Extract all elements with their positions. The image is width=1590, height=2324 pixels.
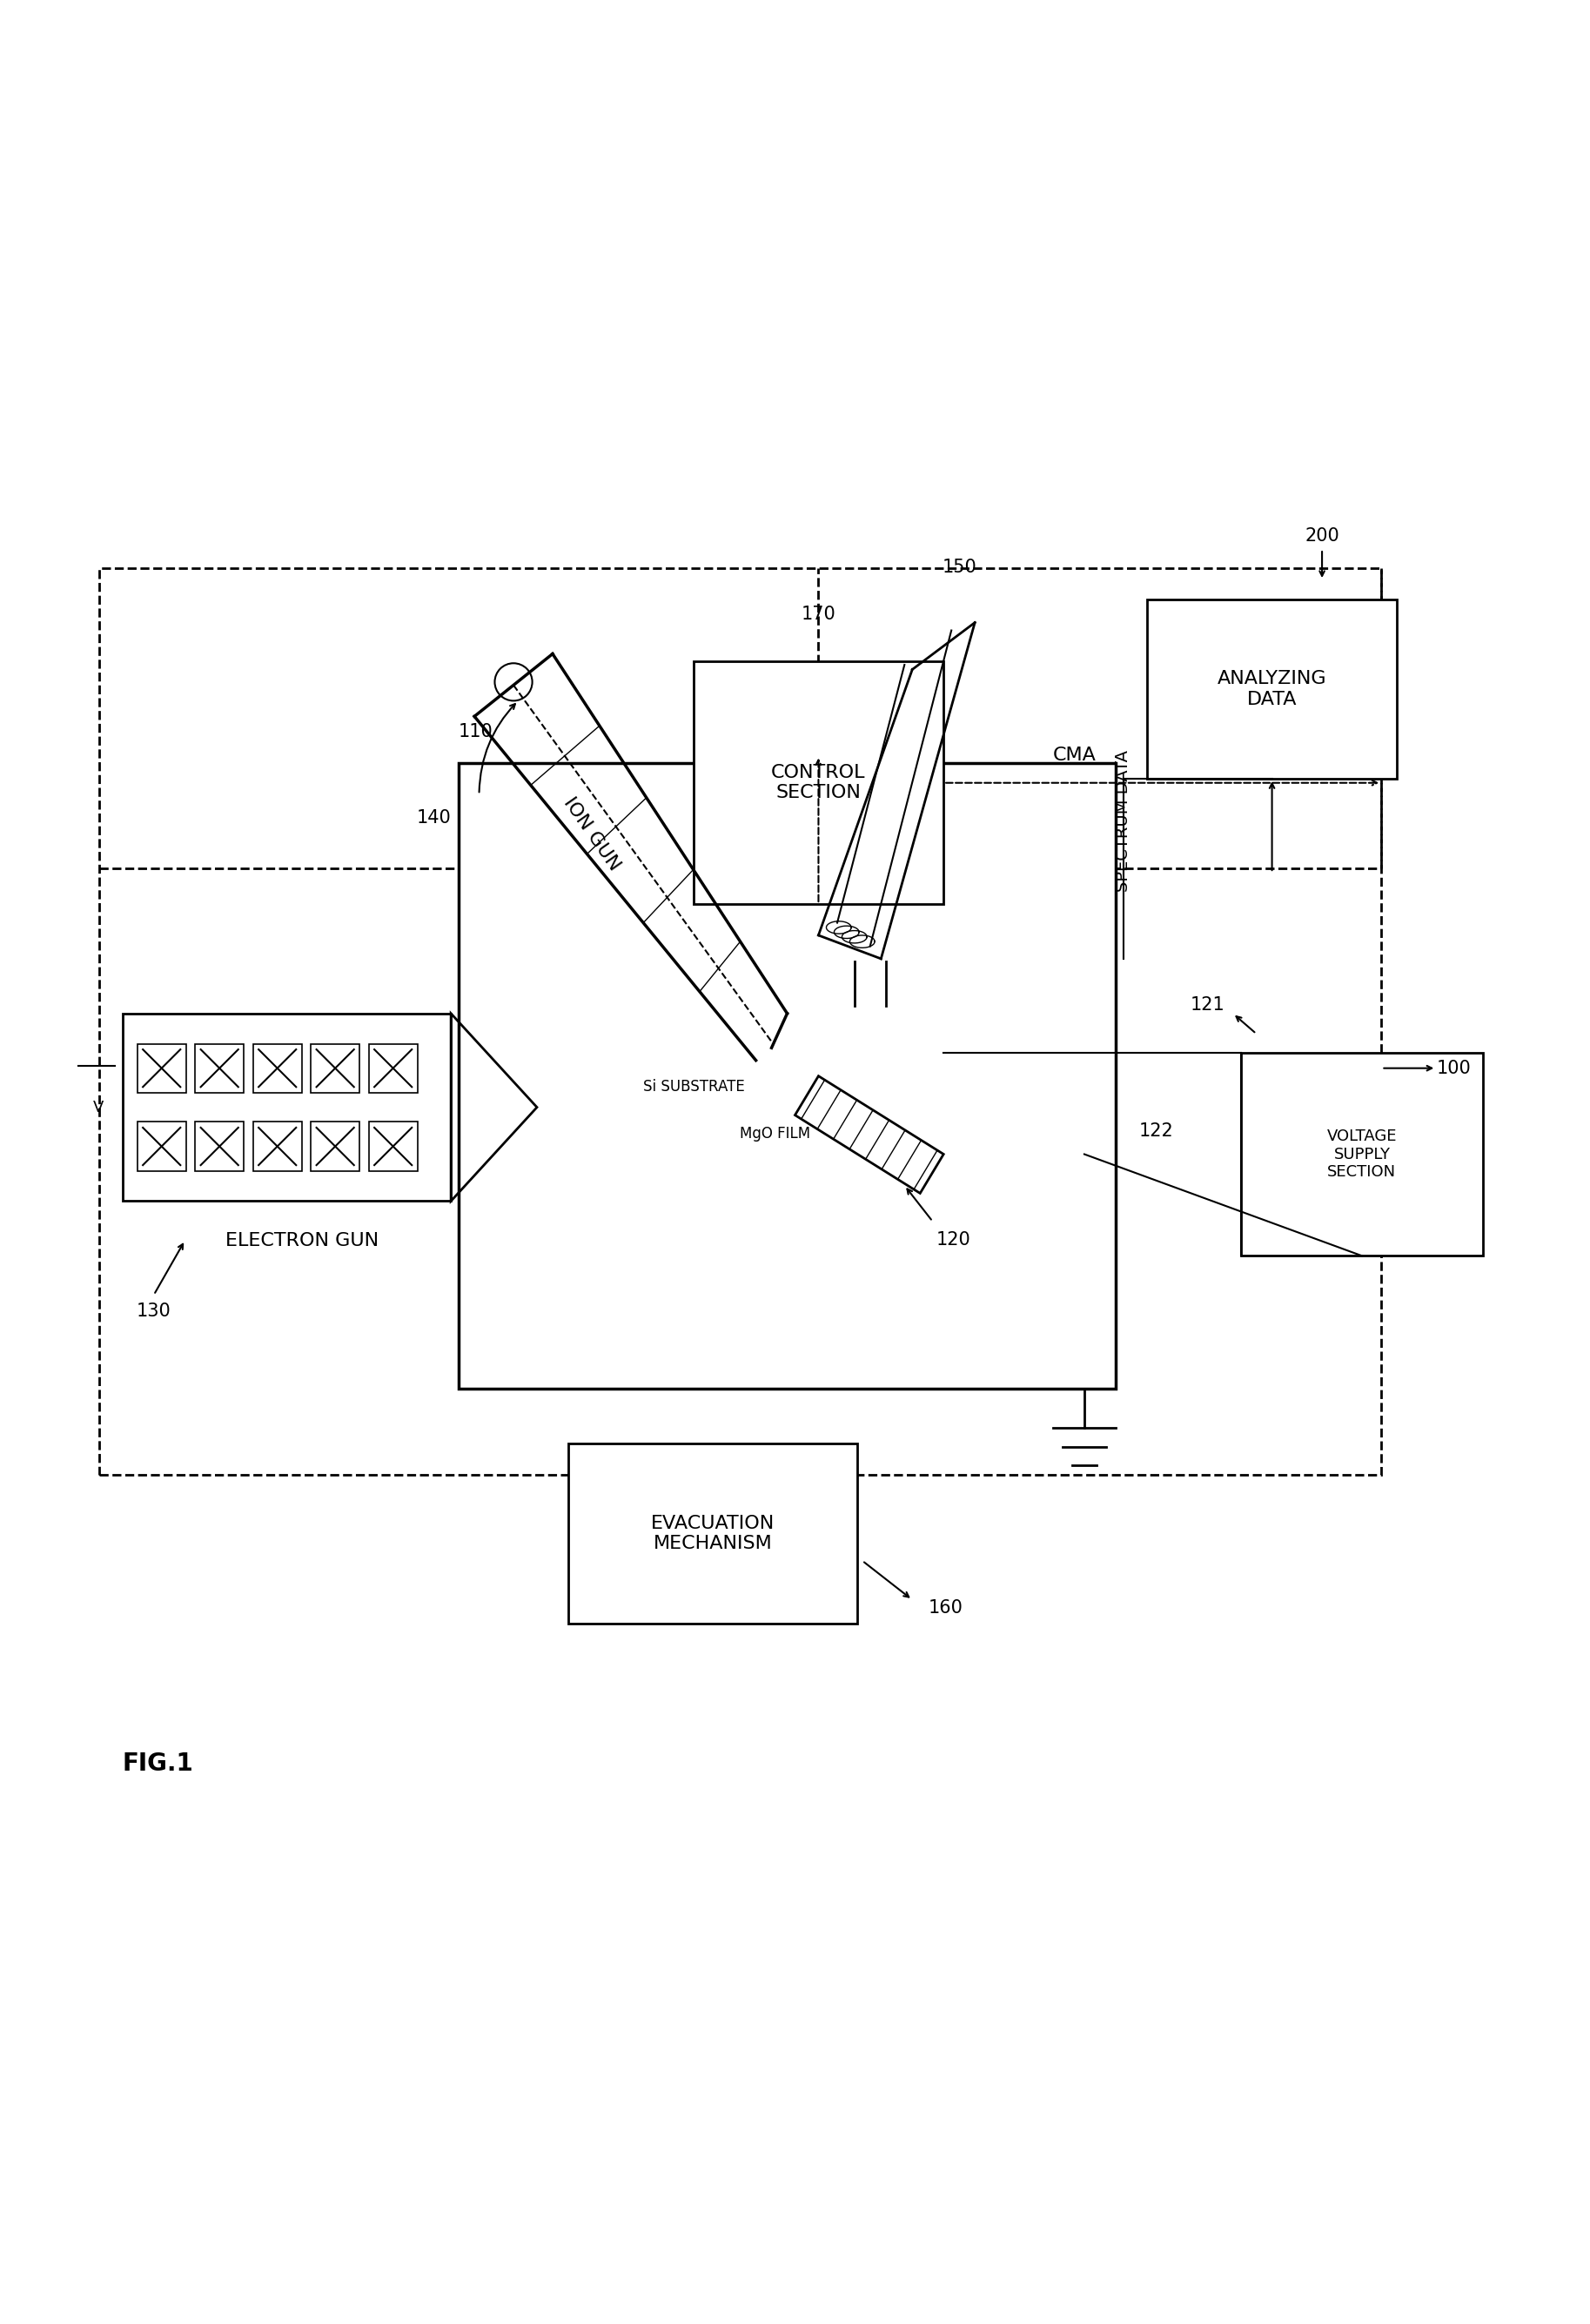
- Bar: [253, 1122, 302, 1171]
- Bar: [137, 1122, 186, 1171]
- Text: VOLTAGE
SUPPLY
SECTION: VOLTAGE SUPPLY SECTION: [1328, 1127, 1398, 1181]
- Bar: [310, 1122, 359, 1171]
- Text: 130: 130: [137, 1304, 172, 1320]
- Text: SPECTRUM DATA: SPECTRUM DATA: [1115, 751, 1132, 892]
- Text: FIG.1: FIG.1: [122, 1752, 194, 1776]
- Bar: [1146, 600, 1398, 779]
- Bar: [196, 1122, 243, 1171]
- Text: 170: 170: [801, 604, 836, 623]
- Bar: [568, 1443, 857, 1622]
- Bar: [1240, 1053, 1483, 1255]
- Bar: [460, 762, 1116, 1390]
- Text: 121: 121: [1191, 997, 1224, 1013]
- Text: 150: 150: [941, 558, 976, 576]
- Text: CMA: CMA: [1053, 746, 1097, 765]
- Text: 200: 200: [1305, 528, 1339, 544]
- Text: 160: 160: [929, 1599, 962, 1615]
- Bar: [369, 1043, 418, 1092]
- Polygon shape: [795, 1076, 943, 1192]
- Bar: [99, 567, 1382, 1476]
- Bar: [693, 662, 943, 904]
- Bar: [196, 1043, 243, 1092]
- Text: CONTROL
SECTION: CONTROL SECTION: [771, 765, 865, 802]
- Text: ANALYZING
DATA: ANALYZING DATA: [1218, 669, 1326, 709]
- Bar: [310, 1043, 359, 1092]
- Bar: [137, 1043, 186, 1092]
- Text: MgO FILM: MgO FILM: [739, 1127, 811, 1141]
- Text: V: V: [92, 1099, 103, 1116]
- Text: ELECTRON GUN: ELECTRON GUN: [226, 1232, 378, 1250]
- Text: 100: 100: [1436, 1060, 1471, 1076]
- Text: Si SUBSTRATE: Si SUBSTRATE: [644, 1078, 746, 1095]
- Bar: [253, 1043, 302, 1092]
- Bar: [369, 1122, 418, 1171]
- Text: 120: 120: [937, 1232, 970, 1248]
- Text: ION GUN: ION GUN: [560, 795, 623, 874]
- Text: 140: 140: [417, 809, 452, 827]
- Text: 110: 110: [460, 723, 493, 741]
- Bar: [122, 1013, 452, 1202]
- Text: 122: 122: [1138, 1122, 1173, 1139]
- Text: EVACUATION
MECHANISM: EVACUATION MECHANISM: [650, 1515, 774, 1552]
